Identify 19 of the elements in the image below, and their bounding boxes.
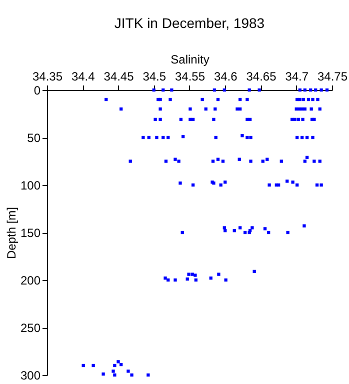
y-tick-label: 200 <box>20 274 41 288</box>
x-tick-label: 34.7 <box>285 70 309 84</box>
y-tick-label: 250 <box>20 321 41 335</box>
x-tick-label: 34.35 <box>32 70 63 84</box>
x-tick-label: 34.6 <box>214 70 238 84</box>
x-tick-label: 34.65 <box>246 70 277 84</box>
y-axis-title: Depth [m] <box>4 206 18 260</box>
x-tick-label: 34.5 <box>142 70 166 84</box>
y-tick-label: 300 <box>20 368 41 382</box>
chart-title: JITK in December, 1983 <box>114 15 265 31</box>
x-tick-label: 34.55 <box>174 70 206 84</box>
y-tick-label: 0 <box>34 84 41 98</box>
x-tick-label: 34.4 <box>71 70 96 84</box>
x-tick-label: 34.45 <box>104 70 134 84</box>
y-tick-label: 150 <box>20 226 41 240</box>
y-tick-label: 50 <box>27 131 41 145</box>
x-axis-title: Salinity <box>170 52 210 66</box>
x-tick-label: 34.75 <box>317 70 348 84</box>
y-tick-label: 100 <box>20 178 41 192</box>
